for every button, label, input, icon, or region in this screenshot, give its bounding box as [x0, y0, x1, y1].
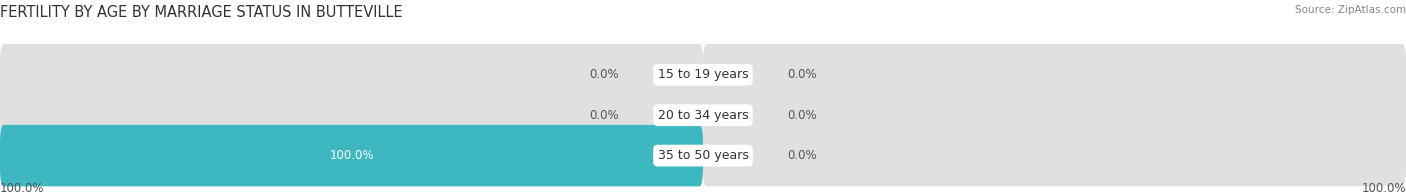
- Bar: [0, 95, 1406, 135]
- FancyBboxPatch shape: [0, 44, 703, 105]
- FancyBboxPatch shape: [0, 84, 703, 146]
- Text: 100.0%: 100.0%: [0, 182, 45, 195]
- Text: Source: ZipAtlas.com: Source: ZipAtlas.com: [1295, 5, 1406, 15]
- FancyBboxPatch shape: [703, 44, 1406, 105]
- FancyBboxPatch shape: [703, 125, 1406, 186]
- Text: 0.0%: 0.0%: [589, 109, 619, 122]
- Text: 20 to 34 years: 20 to 34 years: [658, 109, 748, 122]
- Text: 35 to 50 years: 35 to 50 years: [658, 149, 748, 162]
- Text: 0.0%: 0.0%: [589, 68, 619, 81]
- Bar: [0, 135, 1406, 176]
- Text: 0.0%: 0.0%: [787, 149, 817, 162]
- FancyBboxPatch shape: [0, 125, 703, 186]
- Text: 15 to 19 years: 15 to 19 years: [658, 68, 748, 81]
- Text: 0.0%: 0.0%: [787, 68, 817, 81]
- Text: 100.0%: 100.0%: [1361, 182, 1406, 195]
- FancyBboxPatch shape: [703, 84, 1406, 146]
- Text: 0.0%: 0.0%: [787, 109, 817, 122]
- Text: 100.0%: 100.0%: [329, 149, 374, 162]
- Bar: [0, 54, 1406, 95]
- Text: FERTILITY BY AGE BY MARRIAGE STATUS IN BUTTEVILLE: FERTILITY BY AGE BY MARRIAGE STATUS IN B…: [0, 5, 402, 20]
- FancyBboxPatch shape: [0, 125, 703, 186]
